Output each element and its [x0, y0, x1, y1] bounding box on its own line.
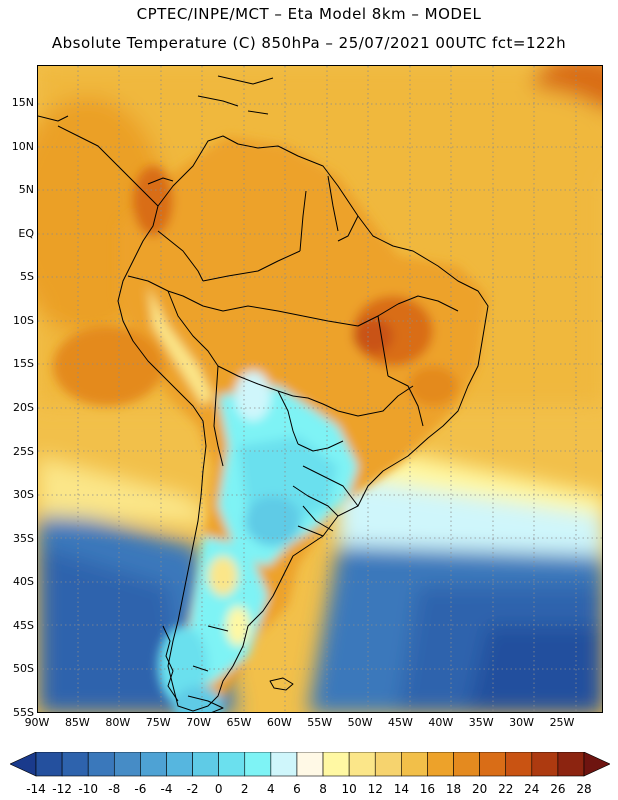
colorbar-segment	[218, 752, 246, 777]
lon-label: 50W	[347, 716, 373, 729]
colorbar-arrow-low	[10, 752, 37, 777]
colorbar-tick-label: -12	[52, 782, 72, 796]
colorbar-segment	[531, 752, 559, 777]
colorbar-tick-label: 14	[393, 782, 409, 796]
colorbar-tick-label: 2	[240, 782, 249, 796]
colorbar-segment	[453, 752, 480, 777]
colorbar-segment	[35, 752, 63, 777]
colorbar-tick-label: 12	[367, 782, 383, 796]
lon-label: 60W	[266, 716, 292, 729]
lon-label: 30W	[509, 716, 535, 729]
colorbar-tick-label: 20	[471, 782, 488, 796]
colorbar-segment	[192, 752, 219, 777]
lat-label: 40S	[13, 575, 34, 589]
lat-label: 45S	[13, 618, 34, 632]
colorbar-segment	[401, 752, 428, 777]
colorbar-segment	[87, 752, 115, 777]
colorbar-segment	[348, 752, 376, 777]
colorbar-tick-label: 24	[524, 782, 540, 796]
colorbar-segment	[557, 752, 585, 777]
colorbar-segment	[270, 752, 298, 777]
colorbar-tick-label: 22	[498, 782, 514, 796]
colorbar-tick-label: 16	[419, 782, 436, 796]
lat-label: 20S	[13, 401, 34, 414]
colorbar-segment	[166, 752, 193, 777]
colorbar-segment	[244, 752, 272, 777]
colorbar-segment	[427, 752, 454, 777]
colorbar-segment	[140, 752, 167, 777]
lat-label: 15S	[13, 357, 34, 371]
lat-label: 15N	[11, 96, 34, 109]
lon-label: 55W	[307, 716, 333, 729]
temperature-map[interactable]	[37, 65, 603, 713]
colorbar-tick-label: 6	[293, 782, 301, 796]
colorbar-tick-label: -10	[78, 782, 98, 796]
colorbar-tick-label: 18	[445, 782, 462, 796]
lon-label: 80W	[105, 716, 131, 729]
lon-label: 75W	[145, 716, 171, 729]
colorbar-tick-label: -14	[26, 782, 46, 796]
lat-label: 10S	[13, 313, 34, 327]
title-line-1: CPTEC/INPE/MCT – Eta Model 8km – MODEL	[136, 5, 482, 23]
lon-label: 85W	[64, 716, 90, 729]
colorbar-tick-label: 28	[576, 782, 592, 796]
lat-label: 55S	[13, 706, 34, 719]
lon-label: 45W	[388, 716, 413, 729]
colorbar-segment	[296, 752, 324, 777]
colorbar-segment	[113, 752, 141, 777]
graticule	[38, 66, 602, 712]
colorbar-segment	[374, 752, 402, 777]
lat-label: 30S	[13, 488, 34, 502]
colorbar-segment	[479, 752, 507, 777]
coastlines-and-borders	[38, 75, 489, 712]
lon-label: 65W	[226, 716, 252, 729]
lat-label: 25S	[13, 444, 34, 458]
colorbar-tick-label: -2	[186, 782, 199, 796]
lat-label: 10N	[11, 139, 34, 153]
lat-label: 50S	[13, 662, 34, 676]
colorbar-segment	[505, 752, 533, 777]
colorbar-segment	[61, 752, 89, 777]
lat-label: 5S	[20, 270, 34, 284]
land-temperature	[53, 136, 488, 712]
lon-label: 35W	[468, 716, 494, 729]
colorbar-tick-label: 26	[550, 782, 566, 796]
lon-label: 25W	[549, 716, 575, 729]
colorbar-tick-label: 4	[267, 782, 275, 796]
lon-label: 40W	[428, 716, 454, 729]
colorbar-tick-label: -6	[134, 782, 147, 796]
colorbar-tick-label: 0	[214, 782, 223, 796]
colorbar-tick-label: -4	[160, 782, 173, 796]
lat-label: 35S	[13, 531, 34, 545]
lat-label: EQ	[18, 226, 34, 240]
colorbar-tick-label: 8	[319, 782, 327, 796]
colorbar-arrow-high	[583, 752, 610, 777]
colorbar	[10, 752, 610, 777]
lon-label: 90W	[24, 716, 50, 729]
lon-label: 70W	[186, 716, 211, 729]
colorbar-tick-label: -8	[108, 782, 121, 796]
colorbar-segment	[322, 752, 350, 777]
lat-label: 5N	[18, 183, 34, 197]
colorbar-tick-label: 10	[341, 782, 357, 796]
title-line-2: Absolute Temperature (C) 850hPa – 25/07/…	[51, 34, 567, 52]
